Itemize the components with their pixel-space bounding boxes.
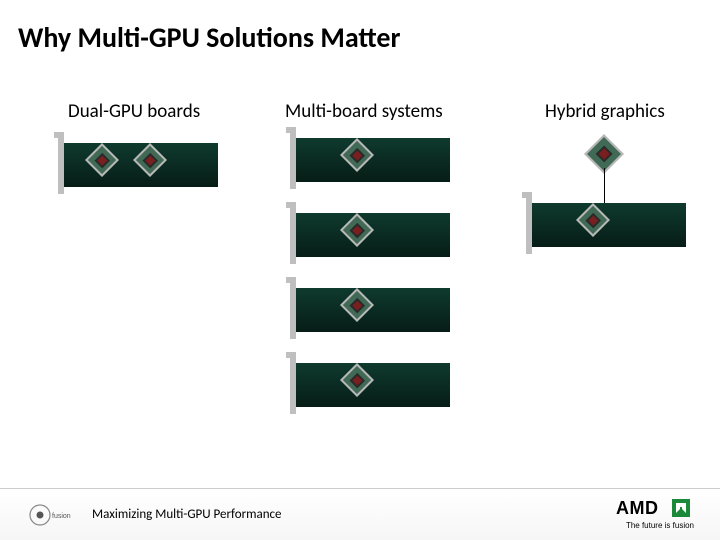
amd-logo: AMD [616,497,694,524]
gpu-board [58,140,218,190]
integrated-gpu-chip [590,140,618,168]
column-label-hybrid: Hybrid graphics [545,100,665,123]
footer-text: Maximizing Multi-GPU Performance [92,507,282,522]
svg-text:AMD: AMD [616,498,659,518]
gpu-chip [581,208,605,232]
gpu-chip [138,148,162,172]
gpu-chip [345,368,369,392]
column-label-multi: Multi-board systems [285,100,443,123]
gpu-board [526,200,686,250]
gpu-board [290,135,450,185]
slide-title: Why Multi-GPU Solutions Matter [18,20,400,55]
gpu-board [290,285,450,335]
gpu-board [290,210,450,260]
footer: fusion Maximizing Multi-GPU Performance … [0,488,720,540]
gpu-board [290,135,450,185]
gpu-board [290,285,450,335]
fusion-icon: fusion [28,503,76,532]
gpu-chip [345,143,369,167]
discrete-gpu-board [526,200,686,250]
gpu-chip [345,218,369,242]
slide: Why Multi-GPU Solutions Matter Dual-GPU … [0,0,720,540]
amd-tagline: The future is fusion [626,521,694,530]
gpu-board [290,210,450,260]
gpu-board [290,360,450,410]
dual-gpu-board [58,140,218,190]
gpu-chip [345,293,369,317]
svg-text:fusion: fusion [52,513,71,520]
gpu-board [290,360,450,410]
column-label-dual: Dual-GPU boards [68,100,200,123]
gpu-chip [90,148,114,172]
